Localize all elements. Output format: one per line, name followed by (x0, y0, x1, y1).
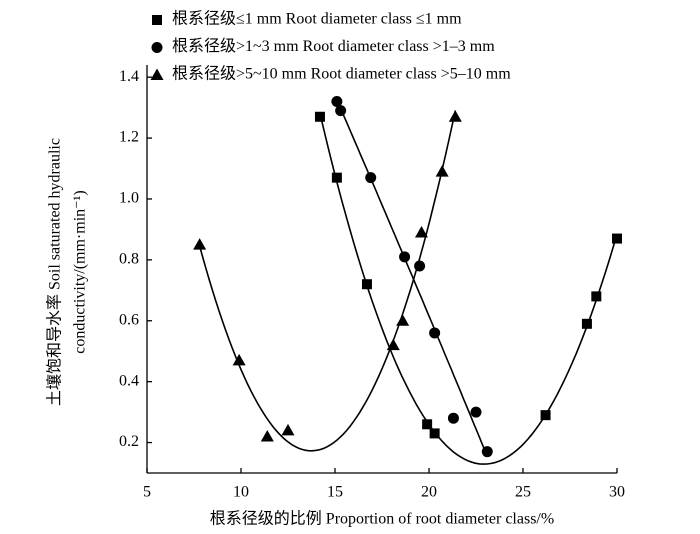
y-tick-label: 0.8 (119, 251, 139, 268)
data-point (331, 96, 343, 108)
x-axis-label: 根系径级的比例 Proportion of root diameter clas… (210, 510, 554, 528)
data-point (396, 314, 410, 326)
x-tick-label: 25 (515, 484, 531, 501)
y-axis-label: conductivity/(mm·min⁻¹) (72, 190, 89, 353)
fit-curve (319, 113, 618, 465)
y-tick-label: 1.2 (119, 129, 139, 146)
data-point (591, 291, 602, 302)
data-point (365, 172, 377, 184)
legend-label: 根系径级>1~3 mm Root diameter class >1–3 mm (172, 37, 495, 55)
legend-marker (152, 15, 162, 25)
data-point (612, 233, 622, 244)
x-tick-label: 15 (327, 484, 343, 501)
data-point (281, 423, 295, 436)
data-point (429, 428, 440, 439)
y-tick-label: 1.0 (119, 190, 139, 207)
y-axis-label: 土壤饱和导水率 Soil saturated hydraulic (45, 138, 64, 406)
x-tick-label: 5 (143, 484, 151, 501)
data-point (429, 327, 441, 339)
data-point (435, 165, 449, 177)
data-point (193, 238, 207, 250)
data-point (581, 318, 592, 329)
data-point (540, 410, 551, 421)
y-tick-label: 0.6 (119, 311, 139, 328)
legend-marker (151, 42, 163, 53)
x-tick-label: 10 (233, 484, 249, 501)
legend-label: 根系径级>5~10 mm Root diameter class >5–10 m… (172, 65, 511, 83)
data-point (481, 446, 493, 458)
data-point (386, 338, 400, 351)
data-point (399, 251, 411, 263)
data-point (361, 279, 372, 290)
data-point (260, 429, 274, 442)
data-point (331, 172, 342, 183)
fit-curve (198, 110, 457, 452)
y-tick-label: 0.4 (119, 372, 139, 389)
data-point (335, 105, 347, 117)
y-tick-label: 1.4 (119, 68, 139, 85)
legend-marker (150, 68, 164, 80)
data-point (422, 419, 433, 430)
data-point (448, 110, 462, 122)
y-tick-label: 0.2 (119, 433, 139, 450)
data-point (414, 225, 428, 238)
y-axis-label-group: 土壤饱和导水率 Soil saturated hydraulic conduct… (45, 138, 89, 406)
data-point (232, 353, 246, 366)
x-tick-label: 20 (421, 484, 437, 501)
x-tick-label: 30 (609, 484, 625, 501)
data-point (470, 406, 482, 418)
data-point (314, 111, 325, 122)
legend-label: 根系径级≤1 mm Root diameter class ≤1 mm (172, 10, 462, 28)
data-point (447, 412, 459, 424)
fit-curve (336, 99, 489, 457)
